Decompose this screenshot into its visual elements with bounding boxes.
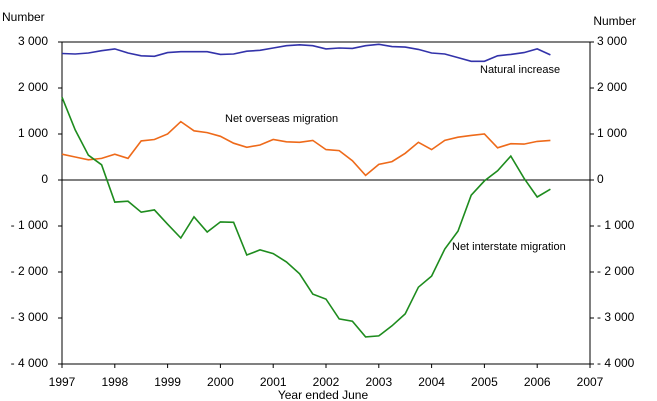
plot-frame: [61, 41, 591, 365]
x-axis-label: Year ended June: [278, 388, 369, 401]
x-tick-label: 2004: [418, 375, 445, 389]
y2-tick-label: 2 000: [597, 80, 627, 94]
y2-axis-label: Number: [593, 14, 636, 28]
line-series: [61, 96, 551, 338]
y-tick-label: 1 000: [18, 126, 48, 140]
y2-tick-label: 3 000: [597, 34, 627, 48]
x-tick-label: 2000: [207, 375, 234, 389]
y-tick-label: 0: [41, 172, 48, 186]
x-tick-label: 1997: [49, 375, 76, 389]
x-tick-label: 2006: [524, 375, 551, 389]
x-tick-label: 2003: [365, 375, 392, 389]
y-tick-label: - 3 000: [11, 310, 49, 324]
line-series: [61, 120, 551, 177]
y-tick-label: 3 000: [18, 34, 48, 48]
x-tick-label: 2002: [313, 375, 340, 389]
y-tick-label: - 4 000: [11, 356, 49, 370]
x-tick-label: 2007: [577, 375, 604, 389]
y-tick-label: - 2 000: [11, 264, 49, 278]
y-tick-label: 2 000: [18, 80, 48, 94]
x-tick-label: 2001: [260, 375, 287, 389]
y2-tick-label: 1 000: [597, 126, 627, 140]
x-tick-label: 1998: [101, 375, 128, 389]
y2-tick-label: - 4 000: [597, 356, 635, 370]
y-tick-label: - 1 000: [11, 218, 49, 232]
y2-tick-label: - 1 000: [597, 218, 635, 232]
annotation: Net interstate migration: [452, 241, 566, 253]
y2-tick-label: - 3 000: [597, 310, 635, 324]
y2-tick-label: 0: [597, 172, 604, 186]
annotation: Net overseas migration: [225, 113, 338, 125]
line-series: [61, 43, 551, 63]
annotation: Natural increase: [480, 64, 560, 76]
x-tick-label: 2005: [471, 375, 498, 389]
y2-tick-label: - 2 000: [597, 264, 635, 278]
x-tick-label: 1999: [154, 375, 181, 389]
y-axis-label: Number: [2, 10, 45, 24]
